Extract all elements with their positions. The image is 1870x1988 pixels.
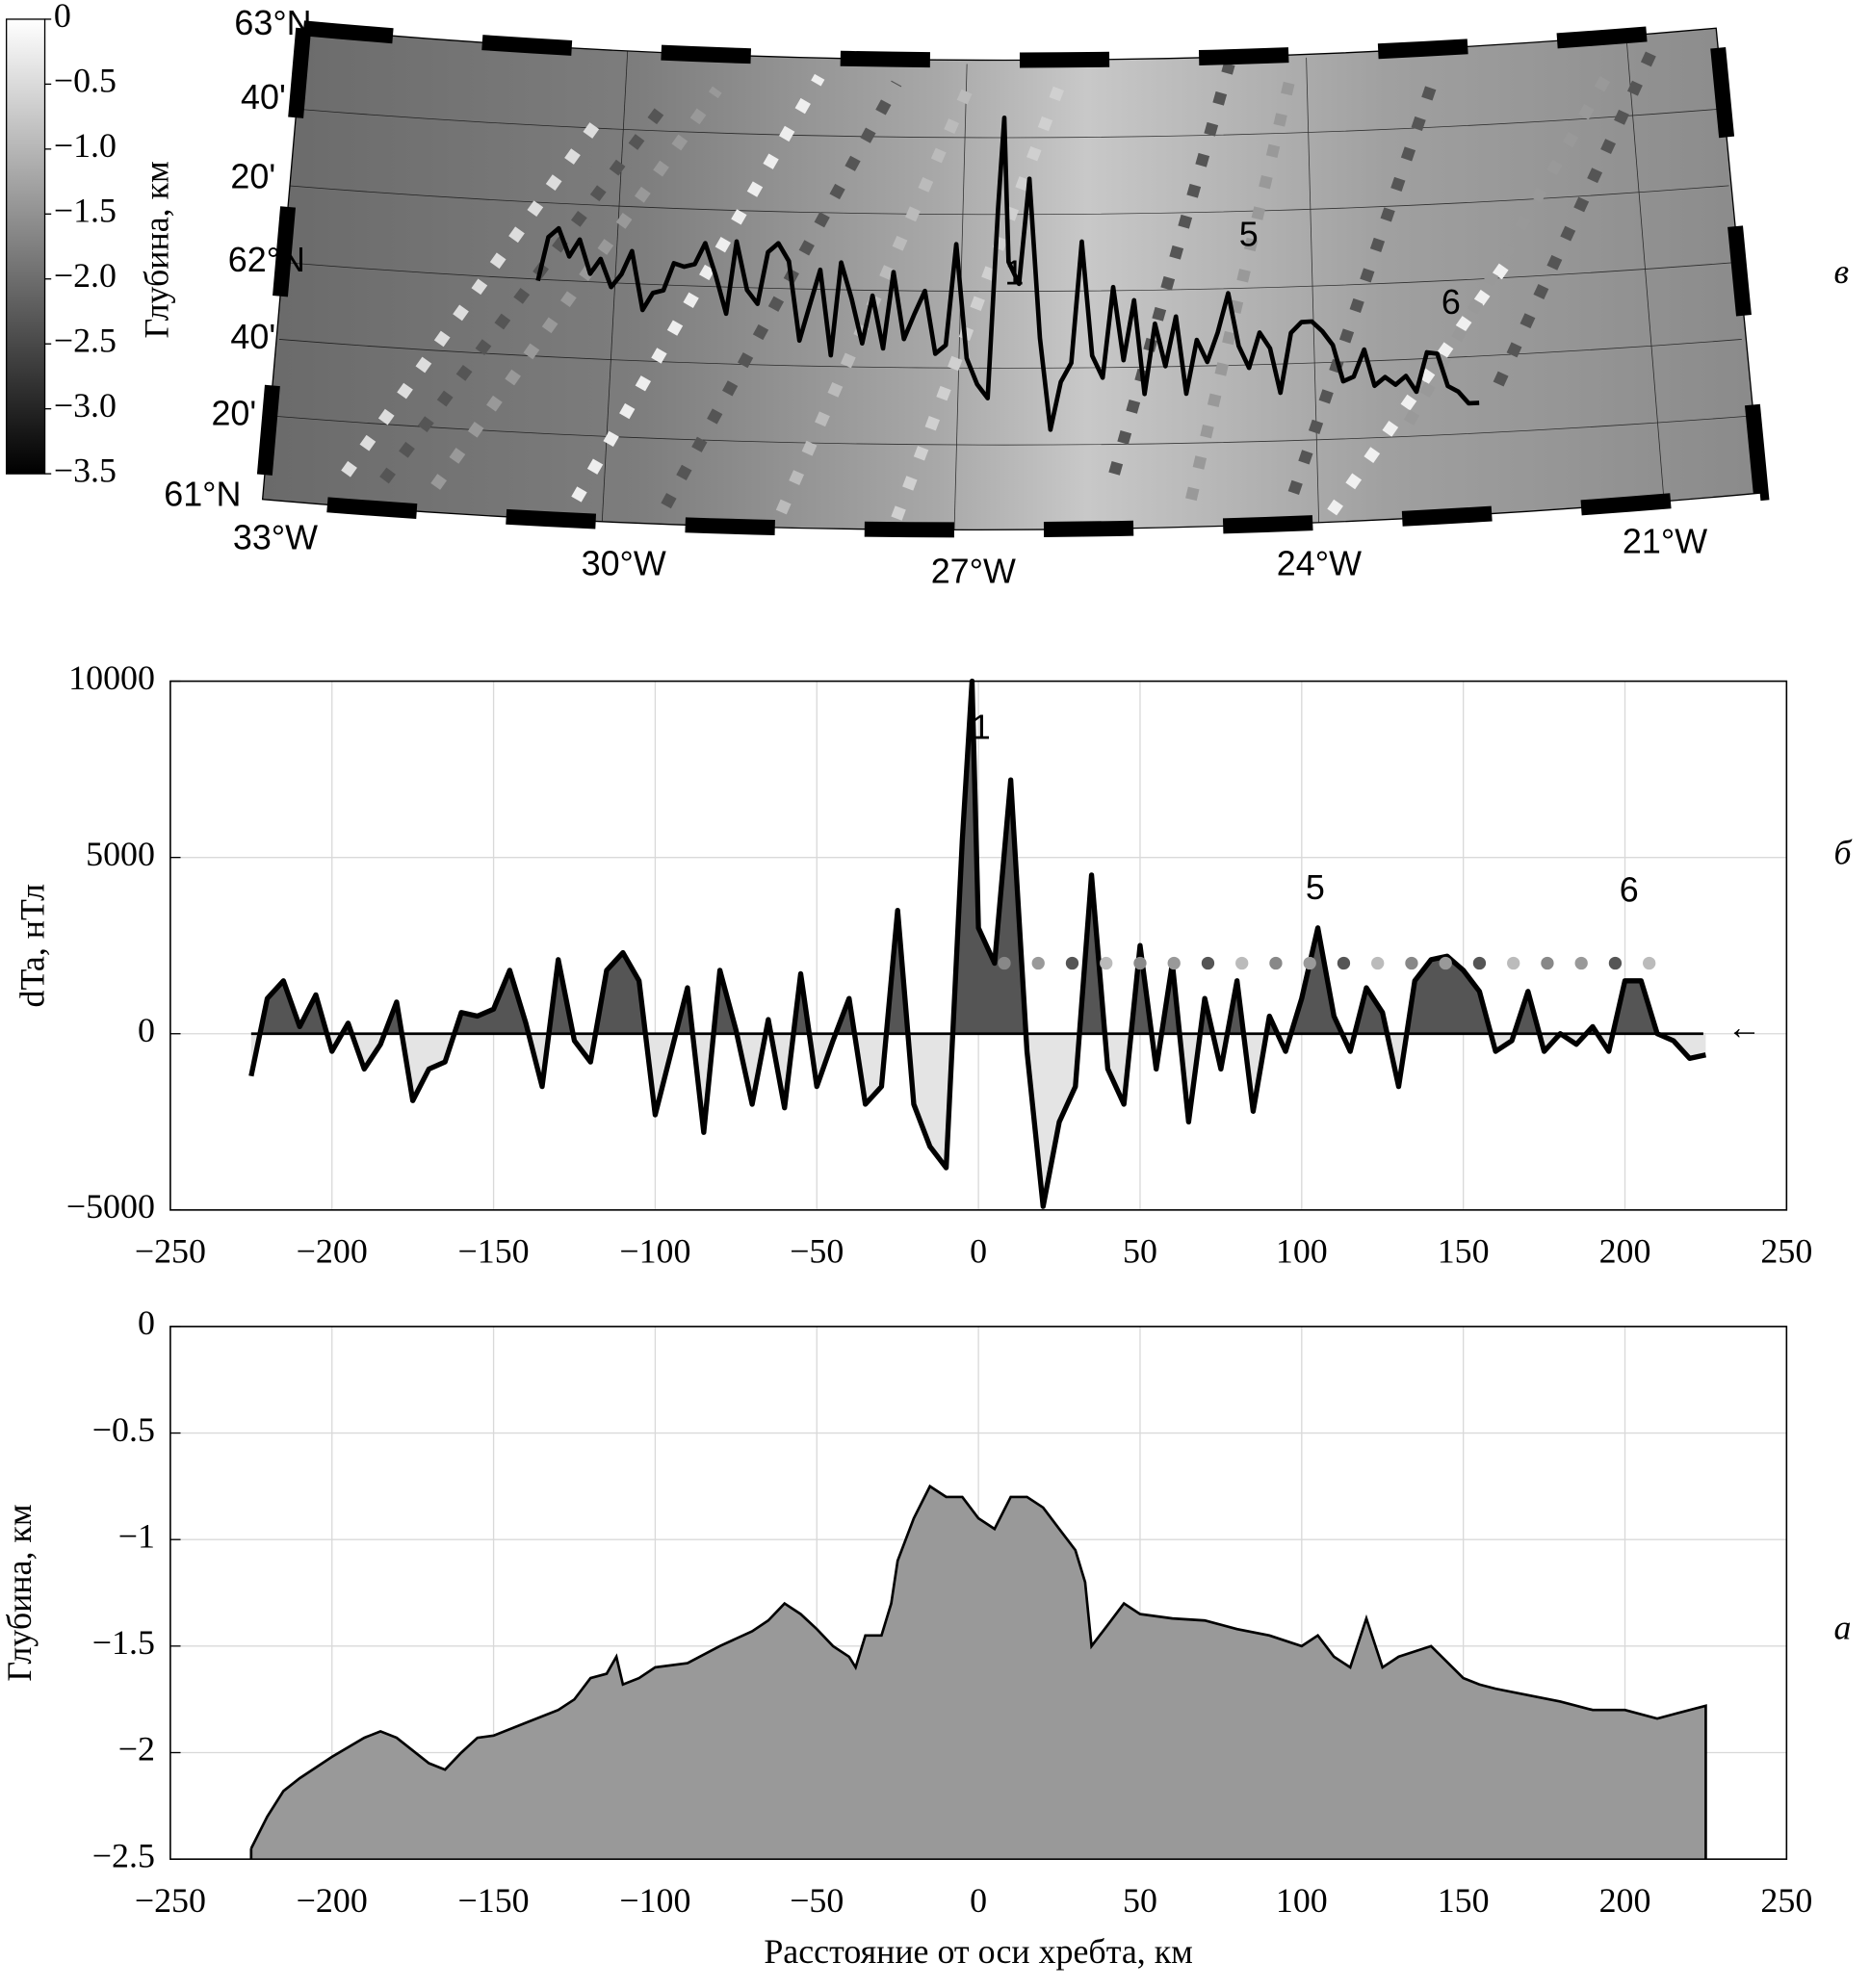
site-symbol bbox=[1337, 956, 1351, 970]
colorbar-tick-label: 0 bbox=[54, 0, 71, 35]
site-symbol bbox=[1608, 956, 1623, 970]
y-tick-label: −2 bbox=[118, 1730, 155, 1769]
x-tick-label: 200 bbox=[1599, 1881, 1651, 1920]
panel-label: б bbox=[1834, 833, 1854, 871]
colorbar-tick-label: −2.5 bbox=[54, 321, 117, 359]
plot-frame bbox=[169, 1326, 1788, 1860]
site-symbol bbox=[1405, 956, 1418, 970]
annotation: 1 bbox=[972, 708, 991, 747]
depth-fill bbox=[250, 1485, 1706, 1860]
x-tick-label: −50 bbox=[790, 1881, 844, 1920]
x-tick-label: −150 bbox=[458, 1881, 530, 1920]
y-tick-label: −0.5 bbox=[92, 1410, 155, 1449]
lat-label: 40' bbox=[241, 77, 286, 116]
site-symbol bbox=[1269, 956, 1283, 970]
y-tick-label: 5000 bbox=[86, 835, 155, 873]
x-tick-label: 200 bbox=[1599, 1232, 1651, 1271]
y-axis-label: Глубина, км bbox=[0, 1504, 39, 1681]
lat-label: 63°N bbox=[234, 3, 311, 42]
site-symbol bbox=[1439, 956, 1452, 970]
x-tick-label: −100 bbox=[619, 1232, 690, 1271]
map-annotation: 6 bbox=[1441, 282, 1461, 322]
site-symbol bbox=[1201, 956, 1215, 970]
map-track bbox=[535, 116, 1480, 432]
x-tick-label: −200 bbox=[297, 1881, 368, 1920]
series-line bbox=[248, 678, 1706, 1209]
lon-label: 30°W bbox=[582, 543, 666, 582]
x-tick-label: −150 bbox=[458, 1232, 530, 1271]
y-tick-label: −1.5 bbox=[92, 1623, 155, 1662]
y-tick-label: 0 bbox=[138, 1304, 155, 1342]
colorbar-tick-label: −3.0 bbox=[54, 386, 117, 425]
y-axis-label: dTa, нТл bbox=[13, 884, 51, 1008]
site-symbol bbox=[1574, 956, 1588, 970]
lon-label: 33°W bbox=[233, 518, 318, 557]
site-symbol bbox=[1065, 956, 1079, 970]
colorbar-tick-label: −0.5 bbox=[54, 62, 117, 100]
y-tick-label: −2.5 bbox=[92, 1836, 155, 1874]
site-symbol bbox=[1167, 956, 1181, 970]
x-tick-label: −100 bbox=[619, 1881, 690, 1920]
x-tick-label: 100 bbox=[1276, 1232, 1328, 1271]
plot-frame bbox=[169, 680, 1788, 1211]
series-line bbox=[249, 1484, 1707, 1860]
lat-label: 40' bbox=[230, 317, 275, 356]
site-symbol bbox=[1303, 956, 1316, 970]
site-symbol bbox=[1371, 956, 1385, 970]
x-tick-label: 0 bbox=[970, 1881, 987, 1920]
annotation: 6 bbox=[1620, 869, 1639, 909]
x-tick-label: 150 bbox=[1438, 1232, 1490, 1271]
site-symbol bbox=[1100, 956, 1113, 970]
positive-fill bbox=[250, 681, 1706, 1034]
x-tick-label: −250 bbox=[135, 1232, 206, 1271]
x-tick-label: 0 bbox=[970, 1232, 987, 1271]
site-symbol bbox=[998, 956, 1011, 970]
x-tick-label: 50 bbox=[1123, 1232, 1157, 1271]
colorbar-tick-label: −1.0 bbox=[54, 126, 117, 165]
x-tick-label: 50 bbox=[1123, 1881, 1157, 1920]
site-symbol bbox=[1133, 956, 1147, 970]
lon-label: 27°W bbox=[931, 551, 1016, 590]
panel-label: а bbox=[1834, 1609, 1852, 1647]
map-background bbox=[262, 28, 1761, 530]
x-tick-label: 100 bbox=[1276, 1881, 1328, 1920]
annotation: ← bbox=[1727, 1008, 1762, 1046]
site-symbol bbox=[1472, 956, 1487, 970]
map-frame-outline bbox=[261, 27, 1762, 531]
site-symbol bbox=[1507, 956, 1520, 970]
site-symbol bbox=[1643, 956, 1656, 970]
map bbox=[5, 18, 1770, 538]
colorbar-label: Глубина, км bbox=[137, 161, 175, 338]
y-tick-label: 10000 bbox=[68, 658, 155, 697]
lat-label: 20' bbox=[230, 157, 275, 196]
x-tick-label: −50 bbox=[790, 1232, 844, 1271]
lat-label: 61°N bbox=[164, 475, 241, 514]
x-tick-label: 250 bbox=[1760, 1232, 1812, 1271]
map-features bbox=[273, 38, 1749, 530]
colorbar-tick-label: −1.5 bbox=[54, 192, 117, 230]
lon-label: 21°W bbox=[1623, 522, 1707, 561]
x-tick-label: 250 bbox=[1760, 1881, 1812, 1920]
x-tick-label: −200 bbox=[297, 1232, 368, 1271]
site-symbol bbox=[1235, 956, 1249, 970]
y-tick-label: −5000 bbox=[66, 1187, 155, 1226]
lon-label: 24°W bbox=[1277, 543, 1362, 582]
site-symbol bbox=[1541, 956, 1554, 970]
lat-label: 62°N bbox=[228, 240, 305, 279]
panel-label: в bbox=[1834, 252, 1850, 291]
colorbar-tick-label: −2.0 bbox=[54, 256, 117, 295]
map-annotation: 5 bbox=[1239, 215, 1259, 254]
colorbar bbox=[5, 18, 46, 475]
x-axis-label: Расстояние от оси хребта, км bbox=[764, 1932, 1193, 1971]
site-symbol bbox=[1031, 956, 1045, 970]
x-tick-label: −250 bbox=[135, 1881, 206, 1920]
y-tick-label: −1 bbox=[118, 1516, 155, 1555]
colorbar-tick-label: −3.5 bbox=[54, 451, 117, 489]
x-tick-label: 150 bbox=[1438, 1881, 1490, 1920]
annotation: 5 bbox=[1306, 867, 1325, 907]
y-tick-label: 0 bbox=[138, 1011, 155, 1049]
lat-label: 20' bbox=[211, 394, 256, 433]
